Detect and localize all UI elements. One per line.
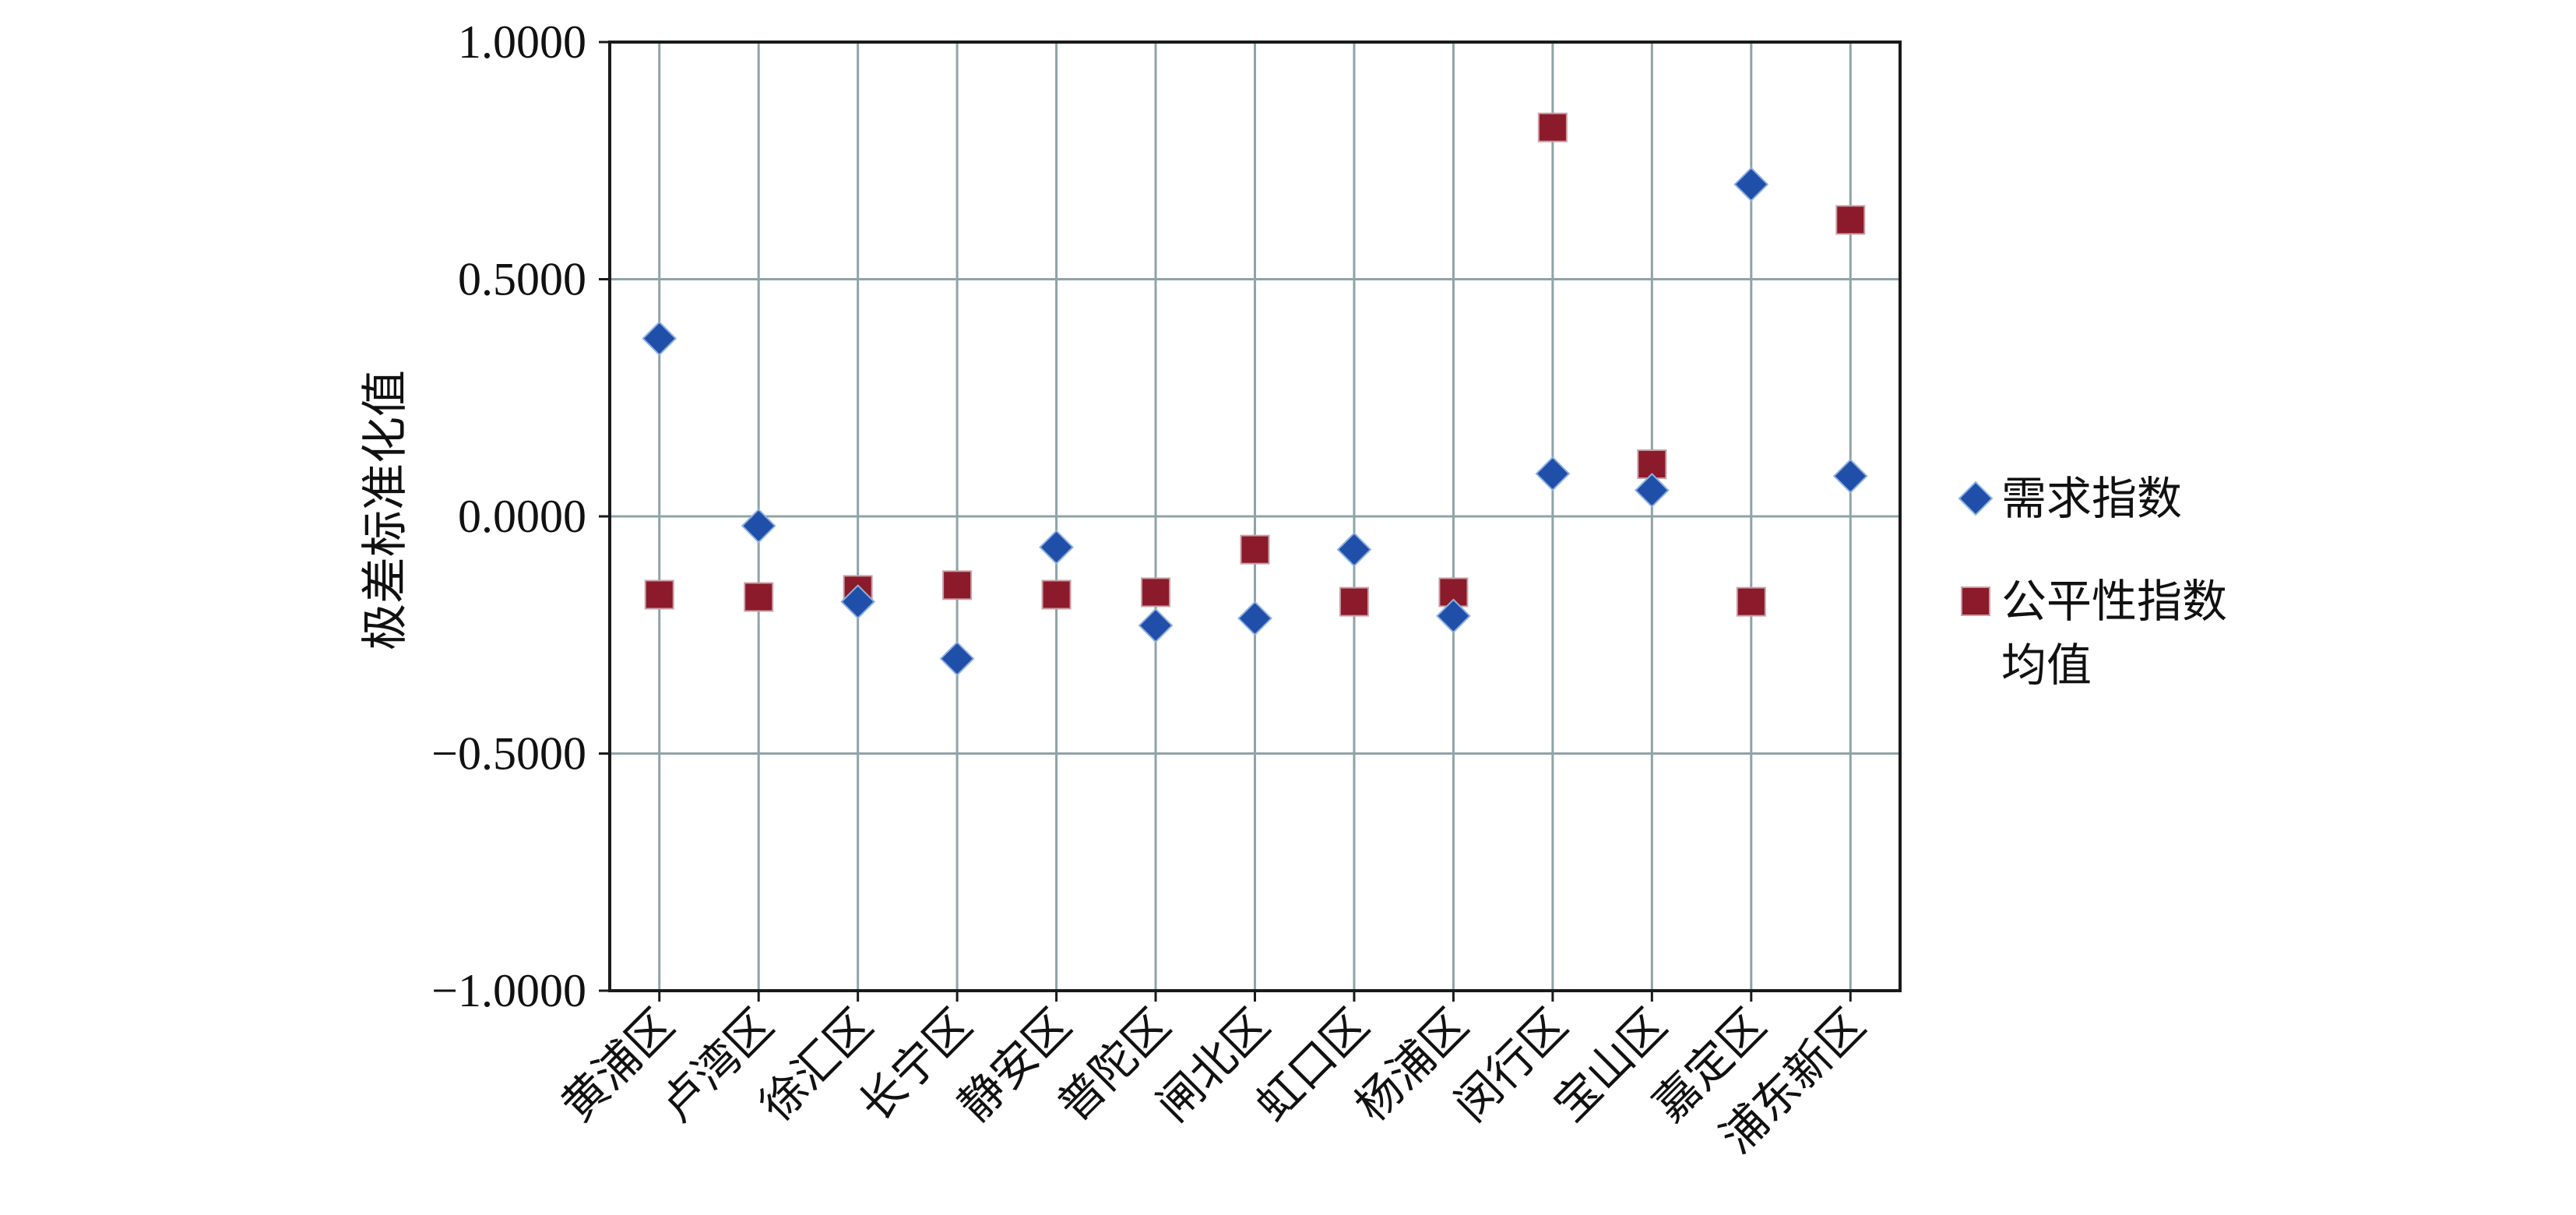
legend-label-fairness-index-mean-line: 均值 [2001, 639, 2092, 692]
x-tick-label: 闵行区 [1445, 998, 1578, 1132]
demand-index-point [741, 508, 776, 544]
demand-index-point [1634, 473, 1670, 508]
fairness-index-mean-point [1240, 534, 1270, 565]
demand-index-point [1832, 458, 1868, 494]
demand-index-point [840, 584, 876, 620]
fairness-index-mean-point [1537, 112, 1568, 143]
x-tick-label: 虹口区 [1246, 998, 1379, 1132]
y-tick-label: 0.5000 [458, 254, 586, 305]
fairness-index-mean-point [1339, 586, 1369, 617]
fairness-index-mean-point [744, 582, 774, 612]
x-tick-label: 长宁区 [849, 998, 982, 1132]
fairness-index-mean-point [1041, 579, 1072, 610]
x-tick-label: 卢湾区 [650, 998, 783, 1132]
fairness-index-mean-point [644, 579, 674, 610]
x-gridlines [658, 42, 1852, 1002]
x-tick-label: 黄浦区 [551, 998, 684, 1132]
demand-index-point [1733, 167, 1769, 202]
demand-index-point [939, 641, 975, 677]
y-tick-label: 1.0000 [458, 16, 586, 68]
data-points [642, 112, 1868, 677]
fairness-index-mean-point [1835, 205, 1866, 235]
demand-index-point [1535, 456, 1571, 491]
y-gridlines [599, 40, 1900, 992]
plot-area-frame [608, 40, 1902, 992]
y-tick-label: −1.0000 [431, 965, 586, 1016]
x-tick-label: 宝山区 [1543, 998, 1677, 1132]
fairness-index-mean-point [942, 570, 973, 600]
y-axis-tick-labels: −1.0000 −0.5000 0.0000 0.5000 1.0000 [431, 16, 586, 1016]
demand-index-point [1336, 532, 1372, 568]
y-tick-label: −0.5000 [431, 728, 586, 780]
x-tick-label: 静安区 [948, 998, 1081, 1132]
legend-marker-fairness-index-mean [1961, 586, 1990, 616]
demand-index-point [642, 321, 677, 357]
demand-index-point [1237, 600, 1272, 636]
legend-marker-demand-index [1958, 481, 1994, 516]
x-tick-label: 普陀区 [1047, 998, 1181, 1132]
demand-index-point [1138, 608, 1174, 643]
demand-index-point [1039, 530, 1074, 565]
legend-label-fairness-index-mean-line: 公平性指数 [2001, 575, 2227, 628]
fairness-index-mean-point [1141, 577, 1171, 608]
demand-index-point [1436, 598, 1471, 634]
x-tick-label: 徐汇区 [749, 998, 882, 1132]
x-tick-label: 闸北区 [1146, 998, 1279, 1132]
y-axis-label: 极差标准化值 [358, 370, 413, 650]
legend-label-demand-index: 需求指数 [2001, 472, 2182, 525]
x-tick-label: 杨浦区 [1345, 998, 1478, 1132]
fairness-index-mean-point [1736, 586, 1766, 617]
y-tick-label: 0.0000 [458, 491, 586, 542]
